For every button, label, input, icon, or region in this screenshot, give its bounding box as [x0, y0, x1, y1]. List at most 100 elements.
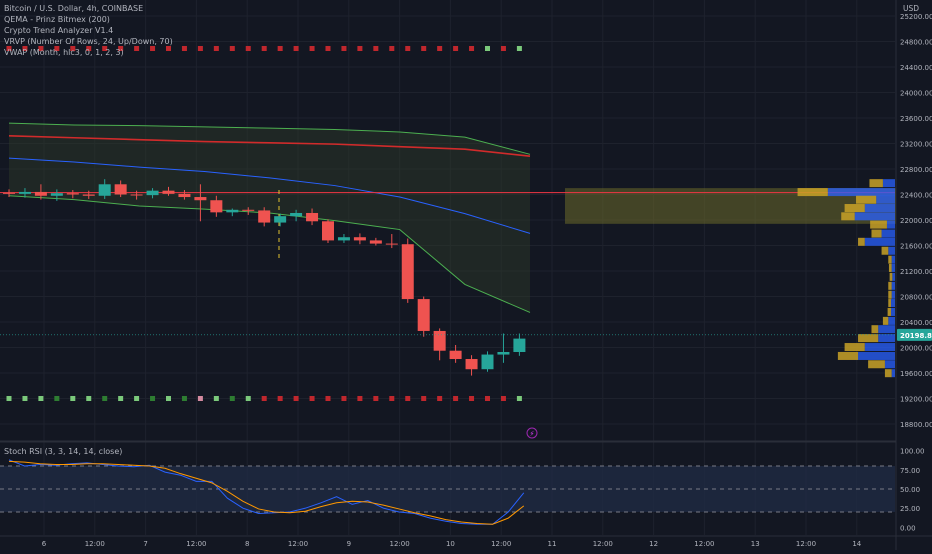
candle-body — [3, 192, 15, 194]
time-tick-label: 11 — [548, 540, 557, 548]
candle-body — [481, 354, 494, 370]
candle-body — [50, 193, 63, 196]
signal-bottom — [421, 396, 427, 401]
volume-profile-down — [890, 307, 895, 316]
rsi-tick-label: 75.00 — [900, 467, 920, 475]
candle-body — [210, 200, 223, 213]
signal-bottom — [197, 396, 203, 401]
moving-average-line — [8, 122, 531, 155]
signal-bottom — [309, 396, 315, 401]
time-tick-label: 12:00 — [288, 540, 308, 548]
rsi-tick-label: 25.00 — [900, 505, 920, 513]
volume-profile-up — [881, 246, 889, 255]
candle-body — [82, 194, 95, 196]
volume-profile-up — [884, 369, 892, 378]
candle-body — [322, 221, 334, 241]
volume-profile-up — [888, 299, 891, 308]
signal-bottom — [373, 396, 379, 401]
price-tick-label: 21600.00 — [900, 243, 932, 251]
price-tick-label: 20000.00 — [900, 345, 932, 353]
signal-bottom — [134, 396, 140, 401]
volume-profile-up — [888, 263, 892, 272]
rsi-tick-label: 0.00 — [900, 524, 916, 532]
volume-profile-down — [864, 237, 895, 246]
volume-profile-up — [841, 212, 855, 221]
candle-body — [114, 184, 127, 195]
price-tick-label: 19200.00 — [900, 396, 932, 404]
volume-profile-up — [871, 229, 882, 238]
signal-top — [373, 46, 379, 51]
signal-bottom — [86, 396, 92, 401]
volume-profile-up — [844, 343, 865, 352]
time-tick-label: 13 — [751, 540, 760, 548]
price-tick-label: 23600.00 — [900, 115, 932, 123]
candle-body — [274, 216, 287, 223]
time-tick-label: 12 — [649, 540, 658, 548]
volume-profile-down — [864, 204, 895, 213]
signal-top — [38, 46, 44, 51]
signal-bottom — [6, 396, 12, 401]
volume-profile-up — [856, 195, 877, 204]
signal-top — [309, 46, 315, 51]
volume-profile-up — [844, 204, 865, 213]
signal-top — [150, 46, 156, 51]
stoch-rsi-legend[interactable]: Stoch RSI (3, 3, 14, 14, close) — [4, 447, 123, 456]
candle-body — [226, 209, 239, 213]
volume-profile-up — [869, 179, 883, 188]
time-tick-label: 10 — [446, 540, 455, 548]
signal-top — [325, 46, 331, 51]
signal-bottom — [325, 396, 331, 401]
stoch-rsi-line — [8, 460, 525, 525]
time-tick-label: 6 — [42, 540, 47, 548]
volume-profile-down — [886, 220, 895, 229]
legend-trend-analyzer[interactable]: Crypto Trend Analyzer V1.4 — [4, 26, 114, 35]
volume-profile-up — [871, 325, 879, 334]
signal-bottom — [389, 396, 395, 401]
signal-top — [166, 46, 171, 51]
volume-profile-down — [891, 369, 895, 378]
signal-top — [70, 46, 76, 51]
last-price-label: 20198.85 — [900, 332, 932, 340]
candle-body — [449, 350, 462, 360]
rsi-tick-label: 50.00 — [900, 486, 920, 494]
candle-body — [130, 194, 143, 196]
volume-profile-up — [888, 281, 892, 290]
signal-bottom — [261, 396, 267, 401]
volume-profile-up — [870, 220, 887, 229]
candle-body — [178, 193, 191, 198]
volume-profile-down — [888, 316, 895, 325]
time-tick-label: 8 — [245, 540, 249, 548]
price-axis — [896, 0, 932, 550]
candle-body — [433, 330, 446, 351]
signal-bottom — [22, 396, 28, 401]
signal-top — [181, 46, 187, 51]
legend-vrvp[interactable]: VRVP (Number Of Rows, 24, Up/Down, 70) — [4, 37, 173, 46]
candle-body — [146, 190, 159, 196]
signal-bottom — [54, 396, 60, 401]
signal-bottom — [102, 396, 108, 401]
signal-bottom — [293, 396, 299, 401]
legend-qema[interactable]: QEMA - Prinz Bitmex (200) — [4, 15, 110, 24]
volume-profile-down — [888, 246, 895, 255]
candle-body — [34, 191, 47, 196]
legend-symbol[interactable]: Bitcoin / U.S. Dollar, 4h, COINBASE — [4, 4, 144, 13]
legend-vwap[interactable]: VWAP (Month, hlc3, 0, 1, 2, 3) — [4, 48, 124, 57]
signal-top — [277, 46, 283, 51]
volume-profile-up — [888, 255, 892, 264]
volume-profile-down — [878, 325, 895, 334]
signal-bottom — [516, 396, 522, 401]
signal-bottom — [181, 396, 187, 401]
volume-profile-up — [868, 360, 885, 369]
candle-body — [401, 244, 414, 300]
signal-top — [229, 46, 235, 51]
signal-top — [437, 46, 443, 51]
candle-body — [353, 237, 366, 241]
time-tick-label: 12:00 — [85, 540, 105, 548]
volume-profile-down — [890, 299, 895, 308]
signal-top — [389, 46, 395, 51]
volume-profile-down — [864, 343, 895, 352]
signal-top — [500, 46, 506, 51]
